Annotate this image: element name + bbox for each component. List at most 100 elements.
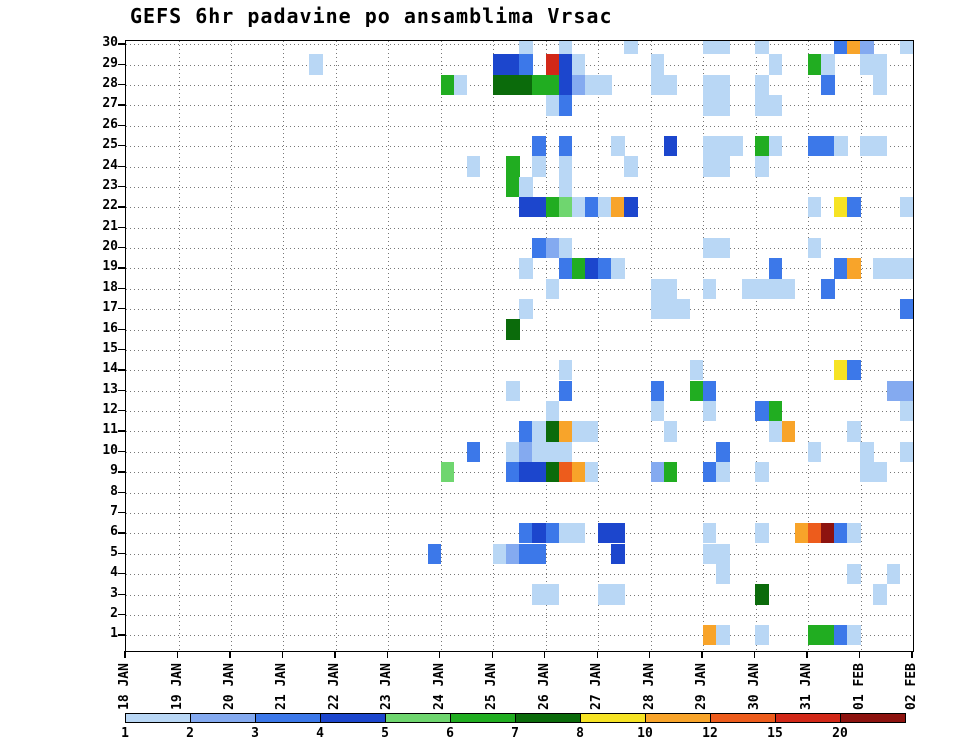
- heatmap-cell: [794, 523, 809, 544]
- heatmap-cell: [519, 543, 533, 564]
- chart-title: GEFS 6hr padavine po ansamblima Vrsac: [130, 4, 613, 28]
- x-tick-label: 30 JAN: [746, 663, 762, 710]
- heatmap-cell: [584, 197, 599, 218]
- heatmap-cell: [821, 135, 835, 157]
- heatmap-cell: [768, 95, 782, 116]
- heatmap-cell: [584, 421, 599, 442]
- gridline-h: [126, 105, 913, 107]
- x-tick-mark: [124, 651, 126, 658]
- heatmap-cell: [584, 74, 599, 96]
- colorbar-segment: [840, 713, 906, 723]
- heatmap-cell: [663, 135, 678, 157]
- colorbar-tick-label: 1: [121, 726, 129, 741]
- gridline-h: [126, 614, 913, 616]
- x-tick-mark: [701, 651, 703, 658]
- heatmap-cell: [506, 54, 520, 75]
- heatmap-cell: [886, 258, 901, 279]
- heatmap-cell: [571, 74, 586, 96]
- gridline-v: [178, 41, 180, 651]
- heatmap-cell: [519, 197, 533, 218]
- heatmap-cell: [558, 523, 573, 544]
- y-tick-mark: [118, 308, 125, 310]
- heatmap-cell: [873, 135, 887, 157]
- heatmap-cell: [545, 421, 559, 442]
- heatmap-cell: [650, 380, 664, 401]
- heatmap-cell: [650, 54, 664, 75]
- x-tick-label: 21 JAN: [274, 663, 290, 710]
- gridline-h: [126, 288, 913, 290]
- heatmap-cell: [821, 74, 835, 96]
- colorbar-segment: [580, 713, 646, 723]
- colorbar-segment: [450, 713, 516, 723]
- heatmap-cell: [847, 523, 861, 544]
- y-tick-label: 29: [102, 55, 118, 71]
- heatmap-cell: [716, 237, 730, 259]
- x-tick-mark: [596, 651, 598, 658]
- colorbar-tick-label: 2: [186, 726, 194, 741]
- y-tick-label: 26: [102, 116, 118, 132]
- heatmap-cell: [532, 197, 546, 218]
- heatmap-cell: [545, 95, 559, 116]
- y-tick-mark: [118, 450, 125, 453]
- heatmap-cell: [702, 380, 717, 401]
- x-tick-mark: [649, 651, 651, 658]
- y-tick-mark: [118, 634, 125, 636]
- x-tick-label: 19 JAN: [169, 663, 185, 710]
- heatmap-cell: [702, 74, 717, 96]
- heatmap-cell: [545, 523, 559, 544]
- colorbar-segment: [320, 713, 386, 723]
- heatmap-cell: [755, 400, 769, 422]
- heatmap-cell: [716, 156, 730, 177]
- heatmap-cell: [558, 95, 573, 116]
- plot-area: [125, 40, 914, 652]
- heatmap-cell: [532, 441, 546, 462]
- heatmap-cell: [768, 278, 782, 299]
- gridline-v: [388, 41, 390, 651]
- heatmap-cell: [532, 523, 546, 544]
- x-tick-label: 31 JAN: [799, 663, 815, 710]
- heatmap-cell: [650, 278, 664, 299]
- heatmap-cell: [702, 278, 717, 299]
- colorbar-segment: [710, 713, 776, 723]
- heatmap-cell: [519, 176, 533, 198]
- heatmap-cell: [860, 54, 874, 75]
- heatmap-cell: [755, 74, 769, 96]
- heatmap-cell: [847, 197, 861, 218]
- heatmap-cell: [860, 462, 874, 483]
- gridline-h: [126, 492, 913, 494]
- heatmap-cell: [506, 176, 520, 198]
- heatmap-cell: [755, 625, 769, 646]
- colorbar-tick-label: 10: [637, 726, 653, 741]
- heatmap-cell: [768, 258, 782, 279]
- heatmap-cell: [873, 584, 887, 605]
- heatmap-cell: [545, 278, 559, 299]
- y-tick-label: 3: [110, 585, 118, 601]
- x-tick-label: 01 FEB: [851, 663, 867, 710]
- heatmap-cell: [873, 258, 887, 279]
- heatmap-cell: [611, 584, 625, 605]
- heatmap-cell: [519, 523, 533, 544]
- heatmap-cell: [650, 400, 664, 422]
- y-tick-mark: [118, 145, 125, 147]
- heatmap-cell: [768, 54, 782, 75]
- y-tick-mark: [118, 267, 125, 269]
- x-tick-mark: [334, 651, 336, 658]
- heatmap-cell: [519, 441, 533, 462]
- heatmap-cell: [847, 360, 861, 381]
- heatmap-cell: [742, 278, 756, 299]
- colorbar-tick-label: 6: [446, 726, 454, 741]
- heatmap-cell: [506, 462, 520, 483]
- gridline-h: [126, 146, 913, 148]
- gridline-v: [545, 41, 547, 651]
- y-tick-mark: [118, 430, 125, 432]
- heatmap-cell: [545, 237, 559, 259]
- heatmap-cell: [860, 441, 874, 462]
- heatmap-cell: [899, 197, 913, 218]
- heatmap-cell: [466, 441, 481, 462]
- heatmap-cell: [834, 523, 848, 544]
- heatmap-cell: [702, 135, 717, 157]
- colorbar-tick-label: 8: [576, 726, 584, 741]
- y-tick-mark: [118, 185, 125, 188]
- heatmap-cell: [558, 360, 573, 381]
- heatmap-cell: [716, 543, 730, 564]
